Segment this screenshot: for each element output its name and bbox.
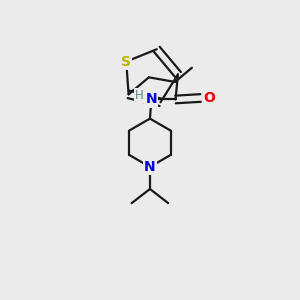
Text: N: N (146, 92, 157, 106)
Text: H: H (135, 89, 144, 102)
Text: O: O (203, 91, 215, 105)
Text: S: S (121, 55, 131, 69)
Text: N: N (144, 160, 156, 174)
